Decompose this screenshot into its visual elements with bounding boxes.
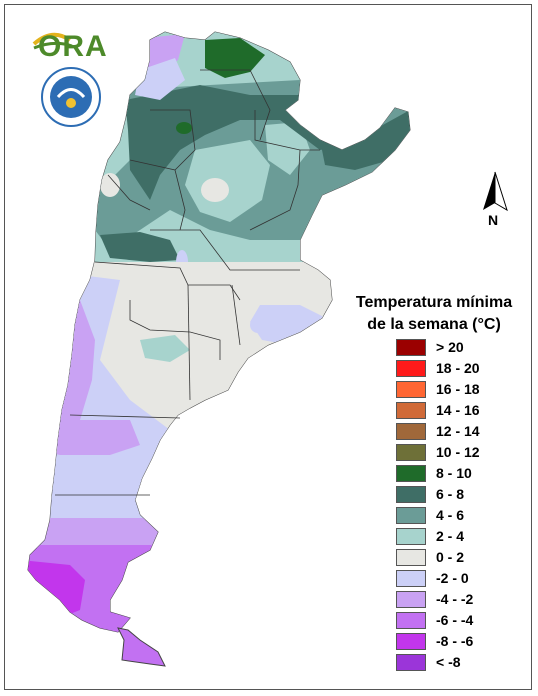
legend-swatch — [396, 528, 426, 545]
legend-label: 8 - 10 — [436, 465, 472, 481]
zone-minus2-0-south — [40, 495, 160, 520]
north-arrow-icon — [483, 171, 508, 212]
legend-swatch — [396, 612, 426, 629]
legend-swatch — [396, 570, 426, 587]
ora-logo-text: ORA — [38, 30, 108, 63]
legend-swatch — [396, 381, 426, 398]
legend-label: 16 - 18 — [436, 381, 480, 397]
legend-title-line1: Temperatura mínima — [355, 294, 513, 311]
zone-2-4-east — [265, 122, 310, 175]
legend-label: -4 - -2 — [436, 591, 474, 607]
legend-label: 6 - 8 — [436, 486, 465, 502]
zone-minus4-minus2-nw — [145, 34, 185, 75]
zone-minus4-minus2-central — [40, 420, 140, 455]
legend-swatch — [396, 486, 426, 503]
legend-swatch — [396, 507, 426, 524]
smn-seal-icon — [41, 67, 101, 127]
legend-label: 2 - 4 — [436, 528, 465, 544]
zone-8-10-north — [205, 38, 265, 78]
legend-swatch — [396, 402, 426, 419]
legend-label: 18 - 20 — [436, 360, 480, 376]
legend-label: 4 - 6 — [436, 507, 465, 523]
zone-2-4-pampa-spot — [140, 335, 190, 362]
legend-label: -8 - -6 — [436, 633, 474, 649]
legend-swatch — [396, 423, 426, 440]
legend-swatch — [396, 339, 426, 356]
zone-6-8-cordoba — [100, 232, 180, 262]
zone-8-10-spot — [176, 122, 192, 134]
legend-swatch — [396, 360, 426, 377]
legend-label: 10 - 12 — [436, 444, 480, 460]
province-boundaries — [55, 69, 320, 496]
legend-swatch — [396, 633, 426, 650]
zone-6-8-ne — [320, 110, 410, 170]
legend-label: -6 - -4 — [436, 612, 474, 628]
legend-label: 14 - 16 — [436, 402, 480, 418]
legend-swatch — [396, 591, 426, 608]
legend-label: < -8 — [436, 654, 461, 670]
north-label: N — [488, 212, 499, 228]
legend-swatch — [396, 654, 426, 671]
legend-title: Temperatura mínima de la semana (°C) — [346, 292, 522, 336]
zone-minus2-0-pampa-spot — [250, 317, 266, 333]
zone-0-2-spot-1 — [201, 178, 229, 202]
zone-2-4-center — [185, 140, 270, 222]
legend-swatch — [396, 549, 426, 566]
legend-swatch — [396, 465, 426, 482]
legend-label: > 20 — [436, 339, 464, 355]
ora-logo — [32, 32, 73, 50]
tierra-del-fuego — [117, 627, 166, 667]
map-frame — [4, 4, 532, 690]
legend-label: 12 - 14 — [436, 423, 480, 439]
zone-0-2-spot-2 — [100, 173, 120, 197]
legend-label: 0 - 2 — [436, 549, 465, 565]
legend-label: -2 - 0 — [436, 570, 469, 586]
legend-swatch — [396, 444, 426, 461]
legend-title-line2: de la semana (°C) — [367, 316, 501, 333]
